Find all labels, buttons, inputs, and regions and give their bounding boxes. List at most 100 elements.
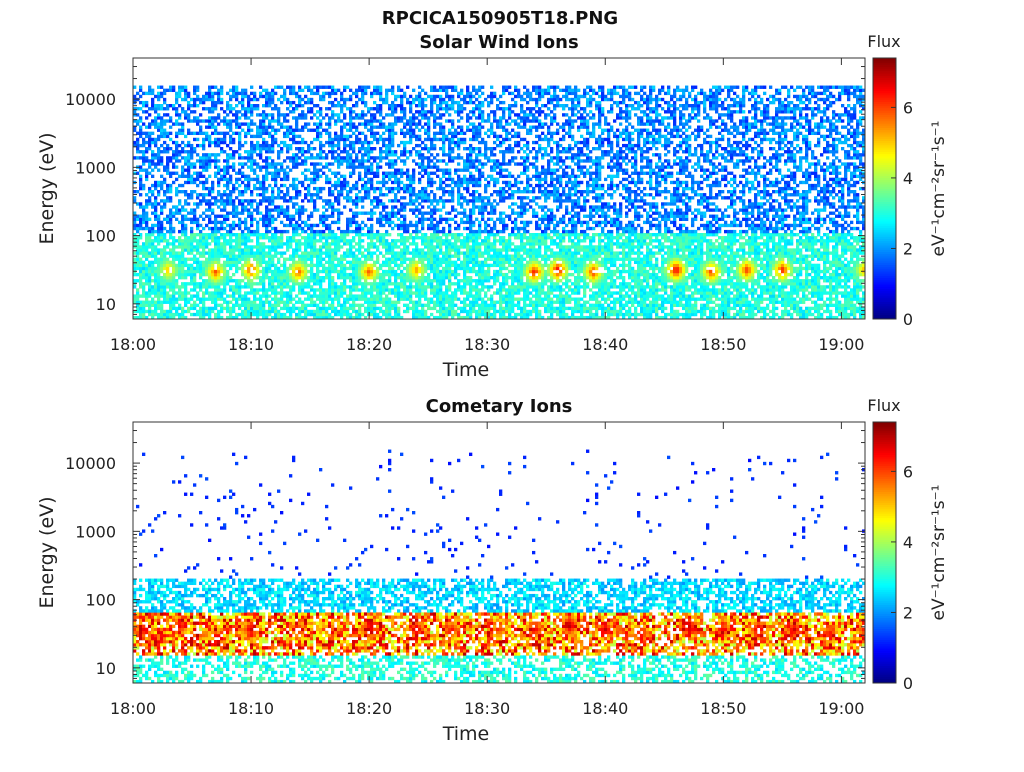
heatmap-cell	[286, 300, 290, 304]
heatmap-cell	[388, 263, 392, 268]
heatmap-cell	[280, 294, 284, 298]
heatmap-cell	[193, 165, 197, 169]
heatmap-cell	[283, 285, 287, 289]
heatmap-cell	[154, 104, 158, 108]
heatmap-cell	[331, 279, 335, 283]
heatmap-cell	[358, 85, 362, 89]
heatmap-cell	[298, 263, 302, 268]
heatmap-cell	[145, 125, 149, 129]
heatmap-cell	[364, 266, 368, 271]
heatmap-cell	[424, 116, 428, 120]
heatmap-cell	[196, 220, 200, 225]
heatmap-cell	[358, 260, 362, 265]
heatmap-cell	[340, 309, 344, 314]
heatmap-cell	[328, 269, 332, 274]
heatmap-cell	[292, 229, 296, 234]
heatmap-cell	[337, 291, 341, 295]
heatmap-cell	[295, 91, 299, 96]
heatmap-cell	[349, 128, 353, 132]
heatmap-cell	[151, 300, 155, 304]
heatmap-cell	[373, 279, 377, 283]
heatmap-cell	[262, 183, 266, 188]
heatmap-cell	[214, 303, 218, 308]
heatmap-cell	[400, 226, 404, 231]
heatmap-cell	[298, 300, 302, 304]
heatmap-cell	[181, 128, 185, 132]
heatmap-cell	[235, 303, 239, 308]
heatmap-cell	[199, 312, 203, 317]
heatmap-cell	[223, 116, 227, 120]
heatmap-cell	[301, 110, 305, 114]
heatmap-cell	[394, 131, 398, 136]
heatmap-cell	[136, 223, 140, 228]
heatmap-cell	[328, 276, 332, 280]
heatmap-cell	[367, 168, 371, 172]
heatmap-cell	[250, 263, 254, 268]
heatmap-cell	[430, 85, 434, 89]
heatmap-cell	[157, 285, 161, 289]
heatmap-cell	[331, 147, 335, 151]
heatmap-cell	[349, 260, 353, 265]
heatmap-cell	[166, 162, 170, 166]
heatmap-cell	[316, 162, 320, 166]
heatmap-cell	[172, 85, 176, 89]
heatmap-cell	[280, 233, 284, 237]
heatmap-cell	[439, 294, 443, 298]
heatmap-cell	[253, 91, 257, 96]
heatmap-cell	[385, 171, 389, 175]
heatmap-cell	[301, 291, 305, 295]
heatmap-cell	[214, 171, 218, 175]
heatmap-cell	[316, 196, 320, 200]
heatmap-cell	[436, 285, 440, 289]
heatmap-cell	[175, 245, 179, 249]
heatmap-cell	[295, 248, 299, 252]
heatmap-cell	[325, 269, 329, 274]
heatmap-cell	[394, 116, 398, 120]
heatmap-cell	[346, 226, 350, 231]
heatmap-cell	[298, 150, 302, 154]
heatmap-cell	[358, 140, 362, 145]
heatmap-cell	[391, 303, 395, 308]
heatmap-cell	[421, 140, 425, 145]
heatmap-cell	[316, 186, 320, 191]
heatmap-cell	[205, 251, 209, 255]
heatmap-cell	[310, 257, 314, 261]
heatmap-cell	[412, 122, 416, 126]
heatmap-cell	[202, 217, 206, 222]
heatmap-cell	[385, 137, 389, 142]
heatmap-cell	[148, 171, 152, 175]
heatmap-cell	[352, 217, 356, 222]
heatmap-cell	[226, 294, 230, 298]
heatmap-cell	[136, 113, 140, 117]
heatmap-cell	[379, 239, 383, 243]
heatmap-cell	[355, 183, 359, 188]
heatmap-cell	[268, 220, 272, 225]
heatmap-cell	[400, 140, 404, 145]
heatmap-cell	[136, 242, 140, 246]
heatmap-cell	[391, 162, 395, 166]
heatmap-cell	[208, 162, 212, 166]
heatmap-cell	[433, 245, 437, 249]
heatmap-cell	[280, 263, 284, 268]
heatmap-cell	[229, 177, 233, 182]
heatmap-cell	[202, 291, 206, 295]
heatmap-cell	[337, 199, 341, 203]
heatmap-cell	[274, 177, 278, 182]
heatmap-cell	[190, 147, 194, 151]
heatmap-cell	[355, 156, 359, 160]
heatmap-cell	[376, 140, 380, 145]
heatmap-cell	[379, 193, 383, 197]
heatmap-cell	[172, 315, 176, 320]
heatmap-cell	[406, 168, 410, 172]
heatmap-cell	[214, 291, 218, 295]
heatmap-cell	[262, 140, 266, 145]
heatmap-cell	[202, 254, 206, 258]
heatmap-cell	[364, 285, 368, 289]
heatmap-cell	[388, 125, 392, 129]
heatmap-cell	[184, 214, 188, 218]
heatmap-cell	[409, 153, 413, 157]
heatmap-cell	[337, 119, 341, 123]
heatmap-cell	[316, 260, 320, 265]
heatmap-cell	[238, 291, 242, 295]
heatmap-cell	[358, 242, 362, 246]
